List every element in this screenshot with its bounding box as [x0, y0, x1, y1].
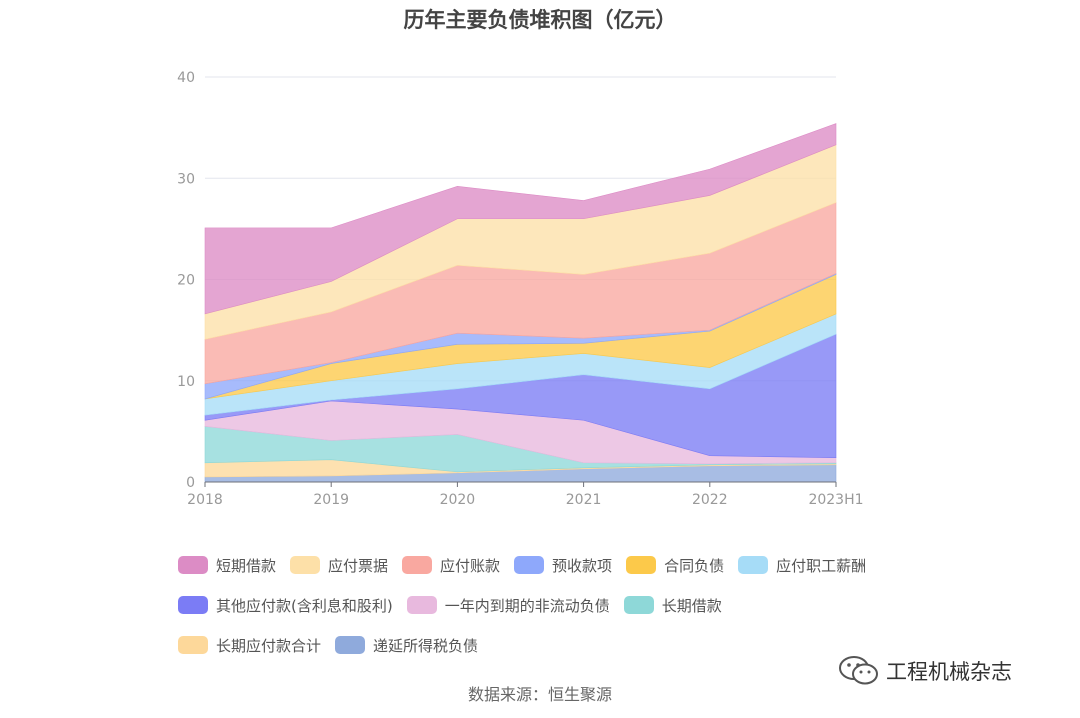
legend-item-11[interactable]: 递延所得税负债	[335, 634, 478, 656]
legend-item-5[interactable]: 合同负债	[626, 554, 724, 576]
legend-label: 一年内到期的非流动负债	[444, 596, 610, 615]
chart-title: 历年主要负债堆积图（亿元）	[403, 8, 677, 32]
legend-swatch	[623, 596, 654, 614]
legend-swatch	[402, 556, 433, 574]
legend-item-9[interactable]: 长期借款	[623, 594, 722, 616]
axes: 0 10 20 30 40 2018 2019 2020 2021 2022 2023H1	[177, 70, 863, 508]
legend-swatch	[406, 596, 437, 614]
legend-item-4[interactable]: 预收款项	[514, 554, 612, 576]
legend-label: 应付职工薪酬	[776, 556, 867, 575]
legend: 短期借款 应付票据 应付账款 预收款项 合同负债 应付职工薪酬其他应付款(含利息和股利) 一…	[178, 554, 938, 656]
legend-item-3[interactable]: 应付账款	[402, 554, 500, 576]
x-tick-label: 2019	[313, 492, 349, 508]
legend-label: 递延所得税负债	[373, 636, 479, 655]
legend-item-7[interactable]: 其他应付款(含利息和股利)	[178, 594, 393, 616]
y-tick-label: 10	[177, 374, 195, 390]
legend-item-10[interactable]: 长期应付款合计	[178, 634, 321, 656]
legend-item-8[interactable]: 一年内到期的非流动负债	[406, 594, 610, 616]
wechat-icon	[839, 656, 878, 685]
y-tick-label: 0	[186, 475, 195, 491]
x-tick-label: 2021	[566, 492, 602, 508]
legend-swatch	[178, 636, 208, 654]
legend-swatch	[178, 556, 208, 574]
x-tick-label: 2020	[440, 492, 476, 508]
legend-label: 预收款项	[552, 556, 613, 575]
legend-swatch	[626, 556, 657, 574]
legend-label: 合同负债	[664, 556, 725, 575]
legend-label: 短期借款	[216, 556, 277, 575]
legend-label: 应付票据	[328, 556, 389, 575]
x-tick-label: 2023H1	[808, 492, 863, 508]
legend-item-6[interactable]: 应付职工薪酬	[738, 554, 866, 576]
watermark-text: 工程机械杂志	[886, 660, 1012, 684]
legend-item-1[interactable]: 短期借款	[178, 554, 276, 576]
y-tick-label: 40	[177, 70, 195, 86]
legend-swatch	[738, 556, 769, 574]
legend-swatch	[335, 636, 366, 654]
legend-swatch	[290, 556, 321, 574]
legend-label: 长期借款	[661, 596, 722, 615]
data-source: 数据来源：恒生聚源	[467, 685, 612, 704]
y-tick-label: 20	[177, 273, 195, 289]
legend-item-2[interactable]: 应付票据	[290, 554, 388, 576]
legend-label: 其他应付款(含利息和股利)	[216, 596, 393, 615]
x-tick-label: 2018	[187, 492, 223, 508]
legend-label: 长期应付款合计	[216, 636, 322, 655]
area-series	[204, 123, 837, 483]
y-tick-label: 30	[177, 171, 195, 187]
x-tick-label: 2022	[692, 492, 728, 508]
legend-swatch	[514, 556, 545, 574]
watermark: 工程机械杂志	[838, 654, 1012, 688]
legend-label: 应付账款	[440, 556, 501, 575]
legend-swatch	[178, 596, 208, 614]
area-series-11	[204, 123, 837, 315]
